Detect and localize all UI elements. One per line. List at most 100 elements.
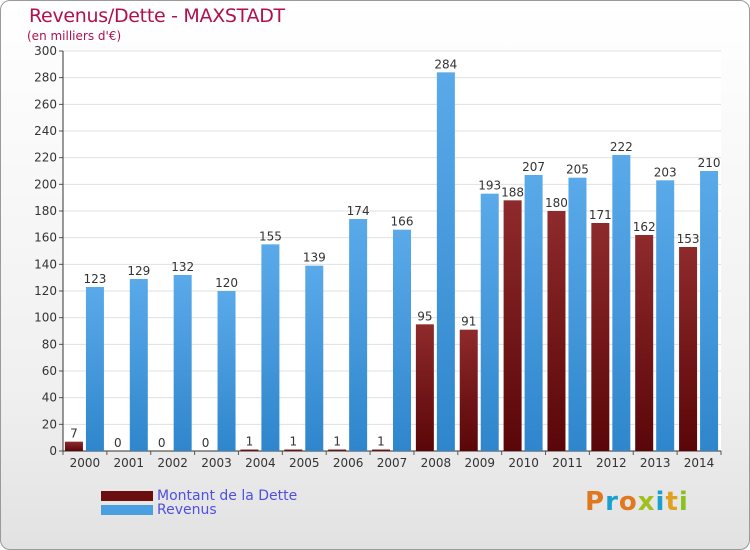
data-label-revenus: 222 — [610, 140, 633, 154]
y-tick-label: 220 — [34, 151, 57, 165]
data-label-revenus: 139 — [303, 251, 326, 265]
legend-item-revenus: Revenus — [101, 502, 217, 518]
chart-title: Revenus/Dette - MAXSTADT — [29, 5, 285, 27]
bar-dette — [503, 200, 522, 451]
data-label-dette: 171 — [589, 208, 612, 222]
bar-revenus — [217, 291, 236, 451]
data-label-dette: 153 — [677, 232, 700, 246]
data-label-dette: 188 — [501, 185, 524, 199]
bar-revenus — [129, 279, 148, 451]
bar-dette — [64, 441, 83, 451]
x-tick-label: 2011 — [552, 456, 583, 470]
data-label-dette: 180 — [545, 196, 568, 210]
logo-letter: i — [655, 487, 666, 517]
y-tick-label: 260 — [34, 97, 57, 111]
data-label-dette: 0 — [114, 436, 122, 450]
data-label-dette: 1 — [377, 435, 385, 449]
x-tick-label: 2000 — [70, 456, 101, 470]
y-tick-label: 120 — [34, 284, 57, 298]
x-tick-label: 2007 — [377, 456, 408, 470]
legend-item-dette: Montant de la Dette — [101, 488, 298, 504]
bar-revenus — [568, 177, 587, 451]
data-label-revenus: 205 — [566, 163, 589, 177]
legend-label-dette: Montant de la Dette — [157, 488, 298, 504]
y-tick-label: 20 — [42, 417, 57, 431]
x-tick-label: 2003 — [201, 456, 232, 470]
data-label-dette: 95 — [417, 309, 432, 323]
x-tick-label: 2006 — [333, 456, 364, 470]
chart-subtitle: (en milliers d'€) — [27, 29, 122, 43]
data-label-dette: 162 — [633, 220, 656, 234]
x-tick-label: 2010 — [508, 456, 539, 470]
legend-label-revenus: Revenus — [157, 502, 217, 518]
bar-revenus — [480, 193, 499, 451]
bar-revenus — [261, 244, 280, 451]
y-tick-label: 300 — [34, 44, 57, 58]
bar-revenus — [524, 175, 543, 451]
bar-dette — [591, 223, 610, 451]
data-label-dette: 0 — [158, 436, 166, 450]
bar-revenus — [700, 171, 719, 451]
bar-dette — [547, 211, 566, 451]
proxiti-logo: Proxiti — [585, 487, 689, 517]
x-tick-label: 2008 — [421, 456, 452, 470]
data-label-dette: 1 — [246, 435, 254, 449]
x-tick-label: 2013 — [640, 456, 671, 470]
bar-dette — [328, 449, 347, 451]
data-label-revenus: 166 — [391, 215, 414, 229]
logo-letter: t — [665, 487, 679, 517]
logo-letter: r — [605, 487, 619, 517]
bar-dette — [679, 247, 698, 451]
x-tick-label: 2014 — [684, 456, 715, 470]
x-tick-label: 2005 — [289, 456, 320, 470]
bar-revenus — [436, 72, 455, 451]
y-tick-label: 80 — [42, 337, 57, 351]
bar-dette — [459, 329, 478, 451]
data-label-revenus: 207 — [522, 160, 545, 174]
data-label-dette: 0 — [202, 436, 210, 450]
data-label-dette: 1 — [333, 435, 341, 449]
y-tick-label: 60 — [42, 364, 57, 378]
bar-revenus — [305, 265, 324, 451]
logo-letter: x — [637, 487, 656, 517]
y-tick-label: 0 — [49, 444, 57, 458]
bar-revenus — [393, 229, 411, 451]
bar-revenus — [656, 180, 675, 452]
data-label-revenus: 210 — [698, 156, 721, 170]
data-label-revenus: 203 — [654, 165, 677, 179]
data-label-revenus: 193 — [478, 179, 501, 193]
bar-dette — [372, 449, 390, 451]
bar-revenus — [612, 155, 631, 451]
x-tick-label: 2009 — [464, 456, 495, 470]
x-tick-label: 2004 — [245, 456, 276, 470]
data-label-revenus: 123 — [83, 272, 106, 286]
logo-letter: o — [618, 487, 638, 517]
plot-area — [63, 51, 721, 451]
y-tick-label: 280 — [34, 71, 57, 85]
x-tick-label: 2012 — [596, 456, 627, 470]
data-label-revenus: 174 — [347, 204, 370, 218]
x-tick-label: 2002 — [157, 456, 188, 470]
legend-swatch-dette — [101, 491, 153, 501]
data-label-dette: 7 — [70, 427, 78, 441]
data-label-revenus: 132 — [171, 260, 194, 274]
data-label-dette: 1 — [289, 435, 297, 449]
bar-dette — [284, 449, 303, 451]
x-tick-label: 2001 — [114, 456, 145, 470]
y-tick-label: 200 — [34, 177, 57, 191]
bar-revenus — [85, 287, 104, 451]
data-label-revenus: 155 — [259, 229, 282, 243]
y-tick-label: 160 — [34, 231, 57, 245]
logo-letter: P — [585, 487, 606, 517]
bar-dette — [415, 324, 434, 451]
y-tick-label: 100 — [34, 311, 57, 325]
y-tick-label: 180 — [34, 204, 57, 218]
logo-letter: i — [678, 487, 689, 517]
bar-dette — [240, 449, 259, 451]
data-label-revenus: 284 — [434, 57, 457, 71]
y-tick-label: 140 — [34, 257, 57, 271]
bar-dette — [635, 235, 654, 451]
y-tick-label: 40 — [42, 391, 57, 405]
